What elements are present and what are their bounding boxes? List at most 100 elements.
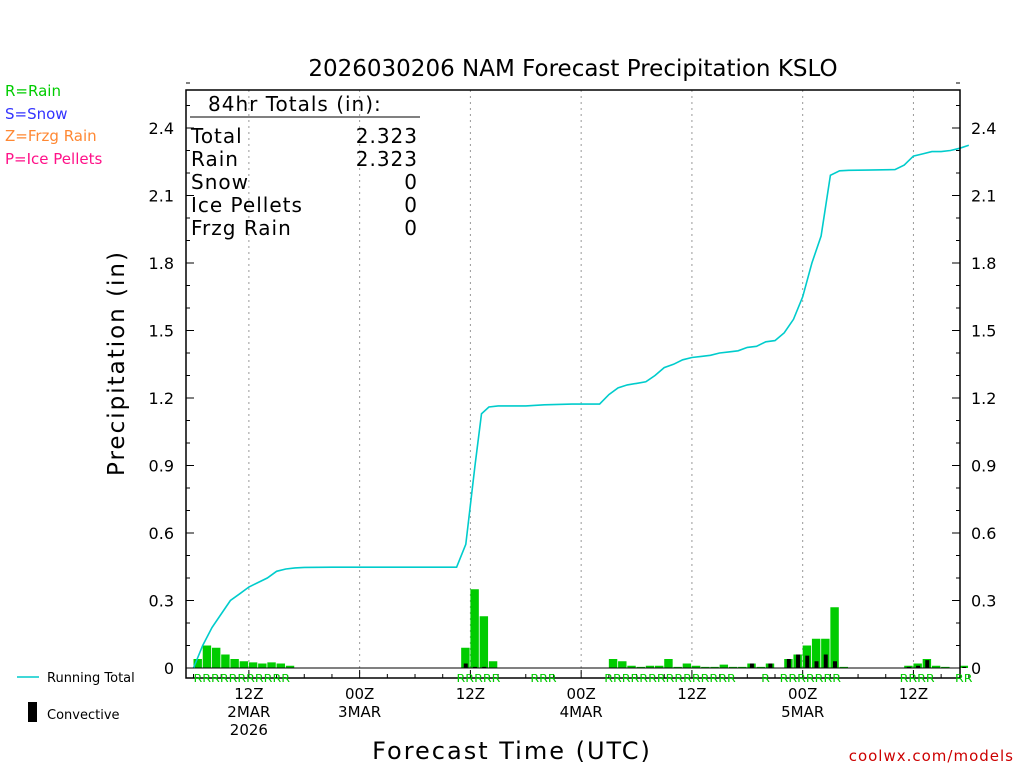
precip-bar bbox=[618, 661, 627, 668]
precip-bar bbox=[479, 616, 489, 668]
x-tick-label: 00Z bbox=[345, 685, 374, 703]
x-tick-label: 00Z bbox=[566, 685, 595, 703]
precip-bar bbox=[608, 659, 618, 668]
convective-bars bbox=[463, 654, 967, 668]
y-tick-label-right: 1.5 bbox=[971, 322, 996, 341]
y-tick-label-left: 0.6 bbox=[149, 524, 174, 543]
precip-bar bbox=[258, 663, 267, 668]
grid-lines bbox=[248, 90, 914, 678]
precip-bar bbox=[211, 647, 221, 668]
precip-bar bbox=[636, 666, 645, 668]
ptype-letters: R bbox=[761, 672, 770, 685]
y-tick-label-left: 0.3 bbox=[149, 592, 174, 611]
precip-bar bbox=[839, 666, 849, 668]
convective-bar bbox=[925, 660, 930, 668]
y-tick-label-left: 2.4 bbox=[149, 119, 174, 138]
precip-bar bbox=[239, 661, 249, 668]
x-tick-label: 2MAR bbox=[227, 703, 270, 721]
y-tick-label-right: 0 bbox=[971, 659, 981, 678]
ptype-letters: RRRRRRRRRRR bbox=[194, 672, 291, 685]
precip-bar bbox=[221, 654, 230, 668]
y-tick-label-right: 2.1 bbox=[971, 187, 996, 206]
y-tick-label-left: 0 bbox=[164, 659, 174, 678]
precip-bar bbox=[664, 659, 673, 668]
totals-box: 84hr Totals (in): Total 2.323 Rain 2.323… bbox=[190, 92, 420, 240]
convective-swatch bbox=[28, 702, 37, 722]
convective-bar bbox=[463, 663, 468, 668]
y-axis-left: 0 0.3 0.6 0.9 1.2 1.5 1.8 2.1 2.4 bbox=[149, 82, 194, 678]
ptype-letters: RRRR bbox=[900, 672, 936, 685]
convective-bar bbox=[962, 666, 967, 668]
totals-label-ice-pellets: Ice Pellets bbox=[191, 193, 303, 217]
precip-bar bbox=[682, 663, 692, 668]
ptype-legend: R=Rain S=Snow Z=Frzg Rain P=Ice Pellets bbox=[5, 82, 102, 168]
precip-bar bbox=[931, 665, 941, 668]
y-tick-label-left: 2.1 bbox=[149, 187, 174, 206]
convective-bar bbox=[796, 654, 801, 668]
y-tick-label-left: 1.2 bbox=[149, 389, 174, 408]
y-tick-label-left: 1.5 bbox=[149, 322, 174, 341]
y-tick-label-right: 0.6 bbox=[971, 524, 996, 543]
y-tick-label-right: 0.3 bbox=[971, 592, 996, 611]
credit-text: coolwx.com/models bbox=[849, 747, 1014, 765]
legend-ice-pellets: P=Ice Pellets bbox=[5, 150, 102, 168]
ptype-letters: RRR bbox=[530, 672, 557, 685]
precip-bar bbox=[710, 666, 719, 668]
convective-bar bbox=[906, 666, 911, 668]
y-axis-right: 0 0.3 0.6 0.9 1.2 1.5 1.8 2.1 2.4 bbox=[952, 82, 996, 678]
running-total-line bbox=[192, 144, 970, 669]
totals-value-frzg-rain: 0 bbox=[404, 216, 418, 240]
x-tick-label: 5MAR bbox=[781, 703, 824, 721]
legend-frzg-rain: Z=Frzg Rain bbox=[5, 127, 97, 145]
precip-bar bbox=[941, 666, 950, 668]
x-tick-label: 2026 bbox=[230, 721, 268, 739]
convective-bar bbox=[473, 666, 478, 668]
precip-bar bbox=[230, 659, 239, 668]
legend-rain: R=Rain bbox=[5, 82, 61, 100]
convective-bar bbox=[916, 665, 921, 668]
convective-bar bbox=[814, 661, 819, 668]
convective-bar bbox=[823, 654, 828, 668]
precip-bar bbox=[645, 665, 655, 668]
precip-bar bbox=[267, 662, 276, 668]
x-tick-label: 00Z bbox=[788, 685, 817, 703]
y-tick-label-left: 1.8 bbox=[149, 254, 174, 273]
totals-value-total: 2.323 bbox=[356, 124, 418, 148]
y-tick-label-right: 0.9 bbox=[971, 457, 996, 476]
totals-value-ice-pellets: 0 bbox=[404, 193, 418, 217]
precip-bar bbox=[461, 647, 470, 668]
precip-bar bbox=[488, 661, 498, 668]
y-tick-label-right: 2.4 bbox=[971, 119, 996, 138]
precip-bar bbox=[470, 589, 479, 668]
precip-bar bbox=[830, 607, 839, 668]
ptype-row: RRRRRRRRRRR RRRRR RRR RRRRRRRRRRRRRRR R RRRRR… bbox=[194, 672, 973, 685]
legend-convective: Convective bbox=[47, 708, 120, 723]
precip-bar bbox=[701, 666, 710, 668]
y-tick-label-right: 1.2 bbox=[971, 389, 996, 408]
x-tick-label: 12Z bbox=[899, 685, 928, 703]
precip-bar bbox=[248, 662, 258, 668]
convective-bar bbox=[832, 661, 837, 668]
x-tick-label: 3MAR bbox=[338, 703, 381, 721]
precip-bar bbox=[738, 666, 747, 668]
y-tick-label-left: 0.9 bbox=[149, 457, 174, 476]
precip-bar bbox=[202, 645, 212, 668]
x-tick-label: 12Z bbox=[677, 685, 706, 703]
ptype-letters: RR bbox=[955, 672, 973, 685]
totals-label-rain: Rain bbox=[191, 147, 239, 171]
precip-bar bbox=[756, 666, 765, 668]
totals-value-rain: 2.323 bbox=[356, 147, 418, 171]
precip-bar bbox=[193, 659, 202, 668]
convective-bar bbox=[482, 666, 487, 668]
y-tick-label-right: 1.8 bbox=[971, 254, 996, 273]
x-tick-label: 12Z bbox=[456, 685, 485, 703]
precip-bar bbox=[627, 665, 636, 668]
precip-bar bbox=[728, 666, 738, 668]
x-tick-label: 12Z bbox=[234, 685, 263, 703]
convective-bar bbox=[768, 663, 773, 668]
precip-bar bbox=[655, 665, 664, 668]
totals-label-total: Total bbox=[190, 124, 243, 148]
totals-label-frzg-rain: Frzg Rain bbox=[191, 216, 292, 240]
legend-snow: S=Snow bbox=[5, 105, 68, 123]
